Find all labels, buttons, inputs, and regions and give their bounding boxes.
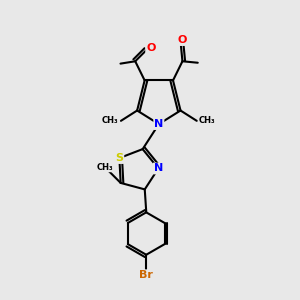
- Text: CH₃: CH₃: [199, 116, 216, 125]
- Text: CH₃: CH₃: [102, 116, 119, 125]
- Text: N: N: [154, 164, 163, 173]
- Text: O: O: [146, 43, 155, 53]
- Text: Br: Br: [139, 270, 153, 280]
- Text: O: O: [178, 35, 187, 45]
- Text: N: N: [154, 119, 164, 129]
- Text: S: S: [116, 153, 123, 163]
- Text: CH₃: CH₃: [97, 163, 114, 172]
